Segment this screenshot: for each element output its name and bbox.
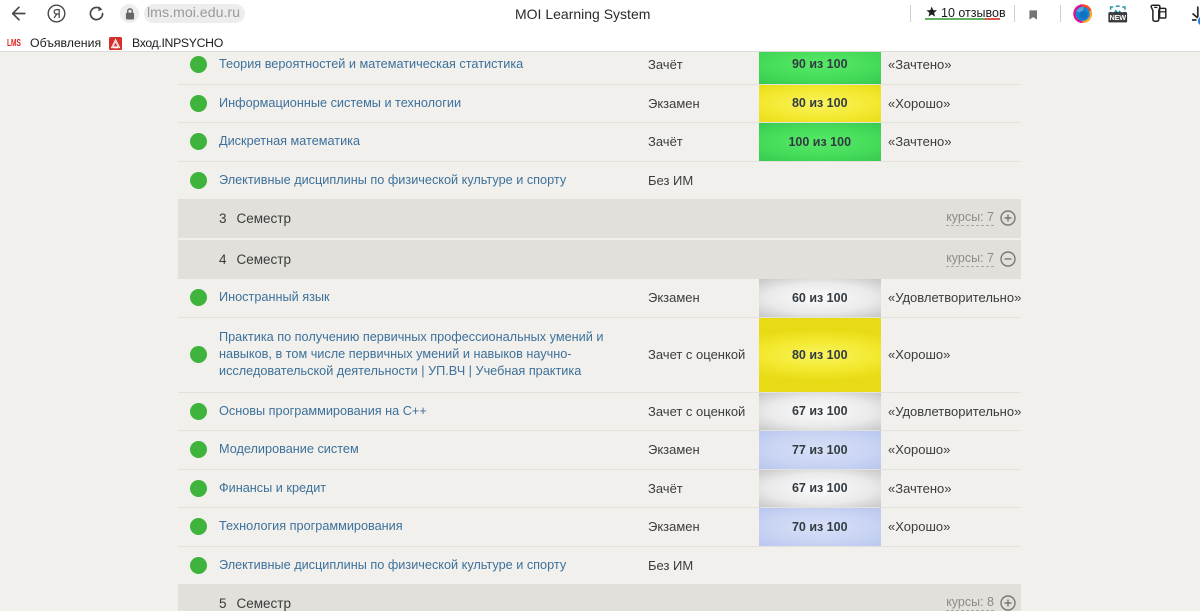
svg-text:NEW: NEW — [1110, 13, 1127, 22]
